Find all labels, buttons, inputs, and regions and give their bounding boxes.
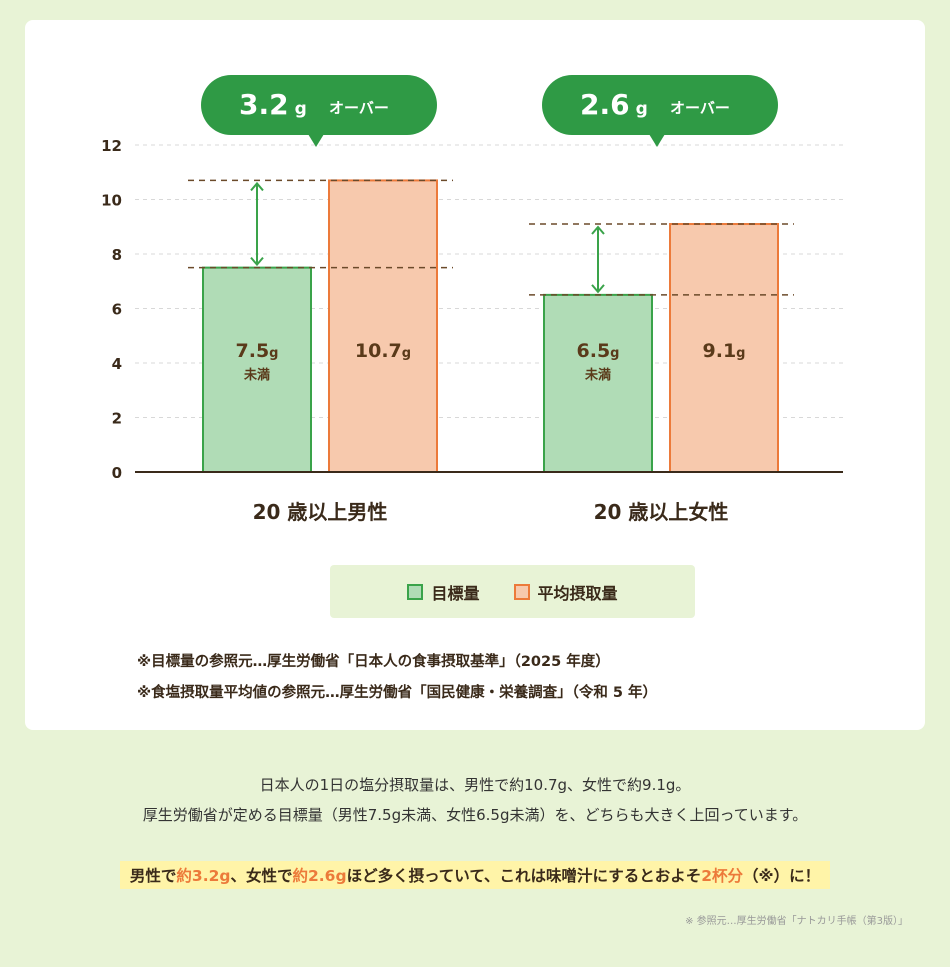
legend-swatch-target (407, 583, 424, 600)
arrow-head-up (591, 225, 605, 235)
y-tick-label: 0 (112, 464, 122, 482)
y-tick-label: 2 (112, 410, 122, 428)
bar-sublabel: 未満 (243, 367, 270, 383)
bar-average (669, 223, 779, 473)
y-tick-label: 4 (112, 355, 122, 373)
highlight-part-1: 男性で (129, 867, 177, 885)
chart-card: 0 2 4 6 8 10 12 7.5g 未満 10.7g 3.2 g オーバー 20 歳以上男性 6.5g… (25, 20, 925, 730)
bar-value-label: 9.1g (703, 340, 746, 362)
reference-notes: ※目標量の参照元…厚生労働省「日本人の食事摂取基準」（2025 年度） ※食塩摂… (137, 647, 657, 709)
legend-label-average: 平均摂取量 (537, 583, 618, 603)
bar-value-label: 7.5g (236, 340, 279, 362)
arrow-head-down (591, 284, 605, 294)
note-target-source: ※目標量の参照元…厚生労働省「日本人の食事摂取基準」（2025 年度） (137, 654, 610, 670)
legend-label-target: 目標量 (431, 583, 480, 603)
summary-line-2: 厚生労働省が定める目標量（男性7.5g未満、女性6.5g未満）を、どちらも大きく… (142, 806, 808, 824)
legend-item-average: 平均摂取量 (513, 580, 618, 604)
bar-target (543, 293, 653, 473)
bar-target (202, 266, 312, 473)
highlight-part-4: （※）に！ (743, 867, 821, 885)
callout-pointer (649, 134, 665, 147)
y-tick-label: 10 (101, 192, 122, 210)
highlight-male-excess: 約3.2g (176, 867, 231, 885)
legend-swatch-average (513, 583, 530, 600)
bar-value-label: 10.7g (355, 340, 411, 362)
bar-value-label: 6.5g (577, 340, 620, 362)
highlight-row: 男性で約3.2g、女性で約2.6gほど多く摂っていて、これは味噌汁にするとおよそ… (0, 861, 950, 889)
highlight-part-3: ほど多く摂っていて、これは味噌汁にするとおよそ (346, 867, 702, 885)
highlight-part-2: 、女性で (230, 867, 293, 885)
highlight-female-excess: 約2.6g (292, 867, 347, 885)
callout-pointer (308, 134, 324, 147)
note-average-source: ※食塩摂取量平均値の参照元…厚生労働省「国民健康・栄養調査」（令和 5 年） (137, 685, 658, 701)
legend-item-target: 目標量 (407, 580, 480, 604)
bar-sublabel: 未満 (584, 367, 611, 383)
y-tick-label: 12 (101, 137, 122, 155)
summary-line-1: 日本人の1日の塩分摂取量は、男性で約10.7g、女性で約9.1g。 (259, 776, 691, 794)
x-category-label: 20 歳以上女性 (594, 500, 729, 524)
arrow-head-up (250, 181, 264, 192)
highlight-bowls: 2杯分 (701, 867, 744, 885)
bar-average (328, 179, 438, 474)
y-tick-label: 6 (112, 301, 122, 319)
callout-bubble (542, 75, 778, 135)
callout-text: オーバー (329, 99, 389, 117)
summary-text: 日本人の1日の塩分摂取量は、男性で約10.7g、女性で約9.1g。 厚生労働省が… (0, 770, 950, 830)
y-tick-label: 8 (112, 246, 122, 264)
arrow-head-down (250, 256, 264, 267)
callout-text: オーバー (670, 99, 730, 117)
callout-bubble (201, 75, 437, 135)
chart-legend: 目標量 平均摂取量 (330, 565, 695, 618)
highlight-text: 男性で約3.2g、女性で約2.6gほど多く摂っていて、これは味噌汁にするとおよそ… (119, 861, 831, 889)
x-category-label: 20 歳以上男性 (253, 500, 388, 524)
source-credit: ※ 参照元…厚生労働省「ナトカリ手帳（第3版）」 (685, 916, 908, 927)
